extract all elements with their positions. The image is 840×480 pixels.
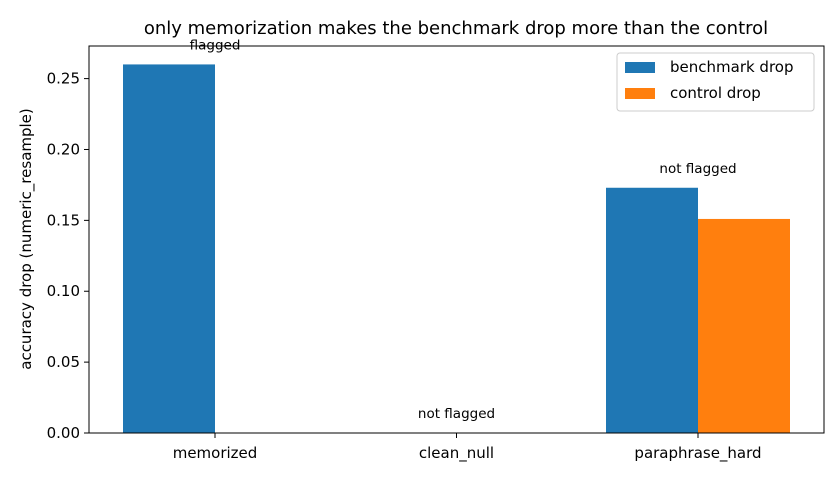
- y-tick-label: 0.20: [47, 140, 80, 158]
- legend-box: [616, 52, 815, 112]
- bar-annotation-paraphrase_hard: not flagged: [659, 161, 736, 177]
- y-tick-label: 0.25: [47, 70, 80, 88]
- y-tick-label: 0.10: [47, 282, 80, 300]
- y-tick-label: 0.05: [47, 353, 80, 371]
- bar-benchmark-drop-paraphrase_hard: [606, 187, 698, 433]
- y-axis-title: accuracy drop (numeric_resample): [17, 108, 36, 370]
- bar-annotation-memorized: flagged: [190, 37, 241, 53]
- bar-annotation-clean_null: not flagged: [418, 406, 495, 422]
- legend-swatch-benchmark-drop: [625, 62, 655, 73]
- legend-label-control-drop: control drop: [670, 84, 761, 102]
- plot-area: flagged not flagged not flagged 0.00 0.05 0.1…: [47, 37, 825, 463]
- legend-swatch-control-drop: [625, 88, 655, 99]
- y-tick-label: 0.15: [47, 211, 80, 229]
- bar-benchmark-drop-memorized: [123, 64, 215, 433]
- x-tick-label-paraphrase_hard: paraphrase_hard: [634, 444, 761, 463]
- x-tick-label-memorized: memorized: [173, 444, 258, 462]
- bar-control-drop-paraphrase_hard: [698, 218, 790, 433]
- legend-label-benchmark-drop: benchmark drop: [670, 58, 794, 76]
- chart-title: only memorization makes the benchmark dr…: [144, 18, 768, 39]
- x-tick-label-clean_null: clean_null: [419, 444, 494, 463]
- y-tick-label: 0.00: [47, 424, 80, 442]
